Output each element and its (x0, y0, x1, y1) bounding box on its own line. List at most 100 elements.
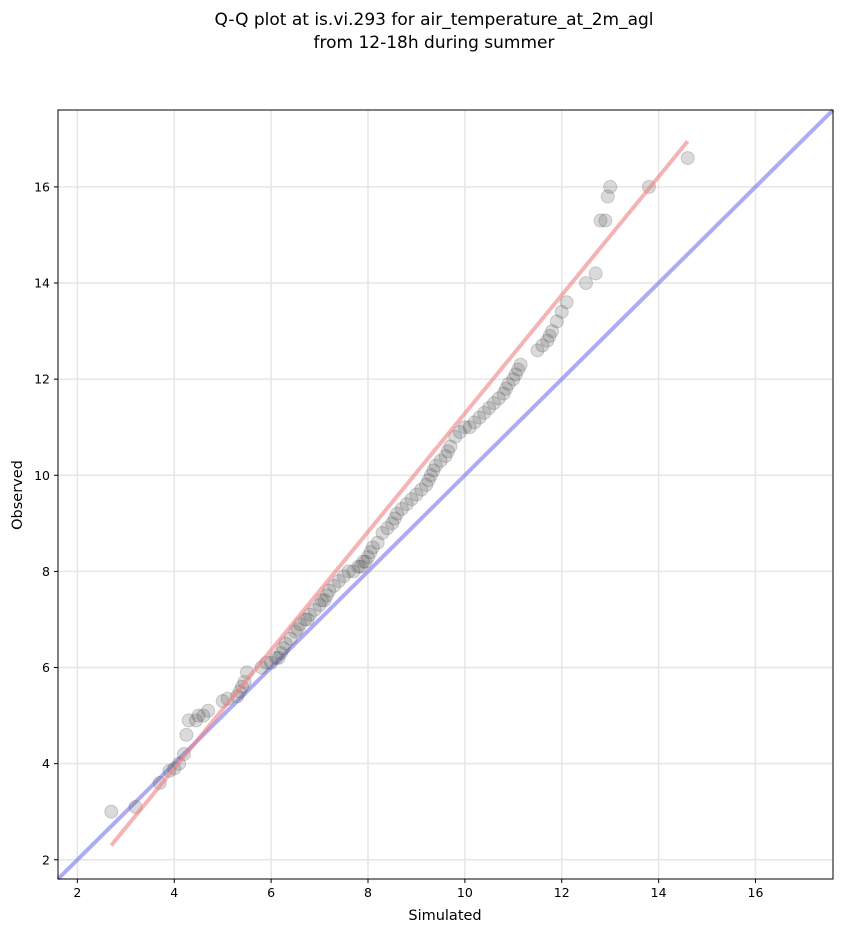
scatter-point (370, 535, 385, 550)
scatter-point (554, 304, 569, 319)
y-axis-label: Observed (10, 460, 26, 530)
scatter-point (201, 703, 216, 718)
scatter-point (588, 266, 603, 281)
scatter-point (336, 569, 351, 584)
scatter-point (598, 213, 613, 228)
scatter-point (365, 540, 380, 555)
scatter-point (181, 713, 196, 728)
scatter-point (390, 506, 405, 521)
scatter-point (327, 578, 342, 593)
grid-lines (58, 110, 833, 879)
scatter-point (387, 511, 402, 526)
scatter-point (491, 391, 506, 406)
scatter-point (486, 396, 501, 411)
scatter-point (414, 482, 429, 497)
scatter-point (341, 564, 356, 579)
x-tick-label: 8 (364, 885, 372, 900)
scatter-point (346, 564, 361, 579)
scatter-point (375, 525, 390, 540)
scatter-point (268, 650, 283, 665)
scatter-point (322, 583, 337, 598)
scatter-point (513, 357, 528, 372)
scatter-point (499, 381, 514, 396)
scatter-point (189, 713, 204, 728)
scatter-point (428, 458, 443, 473)
scatter-point (680, 151, 695, 166)
chart-title: Q-Q plot at is.vi.293 for air_temperatur… (214, 10, 653, 30)
scatter-point (380, 521, 395, 536)
scatter-point (394, 501, 409, 516)
x-tick-label: 12 (554, 885, 570, 900)
scatter-point (290, 622, 305, 637)
scatter-point (467, 415, 482, 430)
x-tick-label: 4 (170, 885, 178, 900)
scatter-point (356, 554, 371, 569)
scatter-point (264, 655, 279, 670)
scatter-point (307, 602, 322, 617)
y-tick-label: 8 (42, 564, 50, 579)
scatter-point (331, 574, 346, 589)
scatter-point (423, 468, 438, 483)
scatter-point (600, 189, 615, 204)
y-tick-label: 16 (34, 179, 50, 194)
scatter-point (278, 636, 293, 651)
fit-line-layer (109, 139, 690, 847)
scatter-point (501, 376, 516, 391)
scatter-point (508, 367, 523, 382)
scatter-point (271, 650, 286, 665)
scatter-point (426, 463, 441, 478)
scatter-point (276, 641, 291, 656)
x-tick-label: 2 (73, 885, 81, 900)
scatter-point (530, 343, 545, 358)
y-tick-label: 12 (34, 372, 50, 387)
scatter-point (603, 179, 618, 194)
scatter-point (433, 453, 448, 468)
scatter-point (361, 549, 375, 564)
scatter-point (443, 439, 458, 454)
scatter-point (506, 372, 521, 387)
scatter-point (559, 295, 574, 310)
scatter-point (283, 631, 298, 646)
y-tick-label: 2 (42, 852, 50, 867)
scatter-point (462, 420, 477, 435)
y-axis-ticks: 2 4 6 8 10 12 14 16 (34, 179, 58, 867)
scatter-point (545, 324, 560, 339)
scatter-point (302, 607, 317, 622)
scatter-point (448, 429, 463, 444)
x-tick-label: 16 (748, 885, 764, 900)
plot-area-frame (57, 109, 834, 880)
scatter-point (440, 444, 455, 459)
x-axis-ticks: 2 4 6 8 10 12 14 16 (73, 879, 763, 900)
scatter-point (535, 338, 550, 353)
scatter-point (196, 708, 211, 723)
scatter-point (351, 559, 366, 574)
scatter-point (421, 473, 436, 488)
scatter-point (399, 497, 414, 512)
x-tick-label: 6 (267, 885, 275, 900)
scatter-point (314, 593, 329, 608)
scatter-point (593, 213, 608, 228)
scatter-point (104, 804, 119, 819)
x-tick-label: 14 (651, 885, 667, 900)
scatter-point (578, 276, 593, 291)
scatter-point (363, 545, 378, 560)
scatter-point (457, 420, 472, 435)
scatter-point (542, 328, 557, 343)
scatter-point (477, 405, 492, 420)
chart-subtitle: from 12-18h during summer (314, 33, 555, 53)
x-tick-label: 10 (457, 885, 473, 900)
y-tick-label: 6 (42, 660, 50, 675)
scatter-point (404, 492, 419, 507)
scatter-point (438, 449, 453, 464)
scatter-point (300, 612, 315, 627)
scatter-point (179, 727, 194, 742)
y-tick-label: 4 (42, 756, 50, 771)
scatter-point (353, 559, 368, 574)
scatter-point (409, 487, 424, 502)
scatter-point (273, 646, 288, 661)
x-axis-label: Simulated (408, 908, 481, 924)
scatter-point (496, 386, 511, 401)
scatter-point (419, 477, 434, 492)
scatter-point (549, 314, 564, 329)
